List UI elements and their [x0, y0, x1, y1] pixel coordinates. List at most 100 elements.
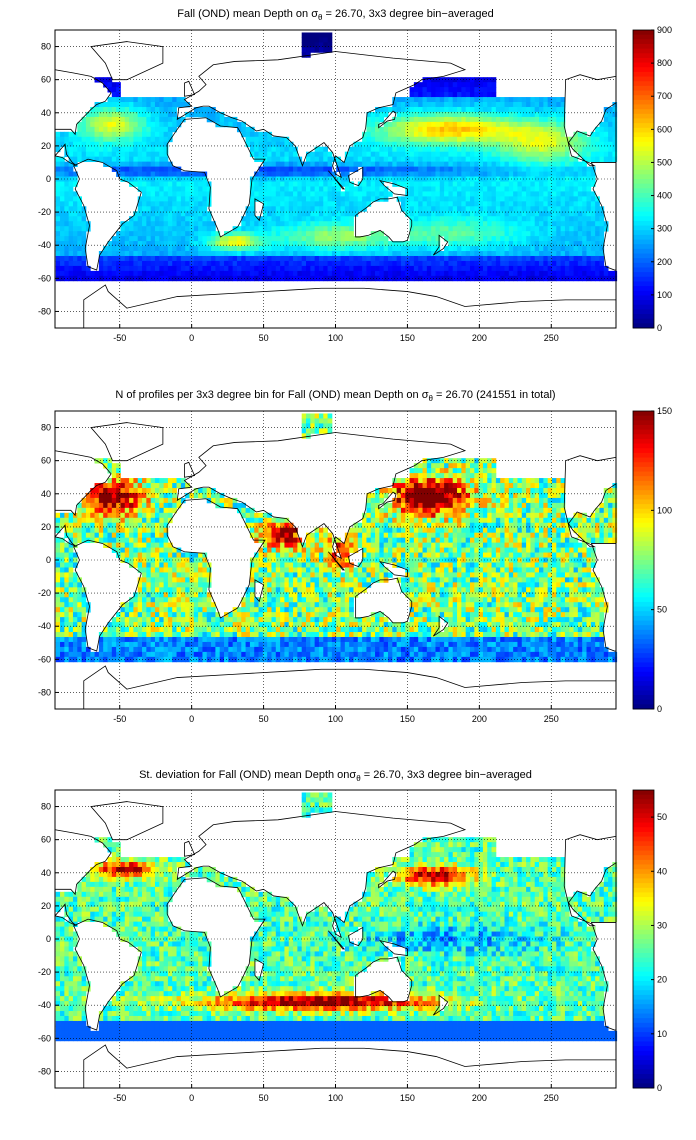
- bin-cell: [107, 251, 113, 257]
- bin-cell: [94, 656, 100, 663]
- bin-cell: [314, 236, 320, 242]
- bin-cell: [521, 221, 527, 227]
- bin-cell: [318, 231, 324, 237]
- bin-cell: [163, 102, 169, 108]
- bin-cell: [375, 146, 380, 153]
- bin-cell: [150, 196, 156, 202]
- bin-cell: [249, 597, 255, 603]
- bin-cell: [375, 176, 380, 182]
- bin-cell: [556, 111, 562, 118]
- bin-cell: [547, 260, 553, 267]
- bin-cell: [349, 196, 354, 202]
- bin-cell: [193, 567, 199, 573]
- bin-cell: [595, 201, 600, 207]
- bin-cell: [595, 216, 600, 222]
- bin-cell: [228, 255, 234, 262]
- bin-cell: [586, 275, 592, 282]
- bin-cell: [124, 512, 130, 519]
- bin-cell: [431, 151, 436, 158]
- bin-cell: [172, 562, 177, 568]
- bin-cell: [146, 537, 152, 544]
- bin-cell: [526, 216, 531, 222]
- bin-cell: [400, 106, 406, 113]
- bin-cell: [426, 201, 432, 207]
- bin-cell: [77, 537, 83, 544]
- bin-cell: [586, 211, 592, 217]
- bin-cell: [116, 537, 121, 544]
- bin-cell: [500, 146, 505, 153]
- bin-cell: [219, 265, 225, 272]
- bin-cell: [495, 97, 501, 103]
- bin-cell: [530, 265, 536, 272]
- bin-cell: [81, 602, 87, 608]
- bin-cell: [129, 492, 134, 499]
- bin-cell: [202, 622, 208, 628]
- colorbar-tick-label: 600: [657, 124, 672, 134]
- bin-cell: [560, 106, 566, 113]
- bin-cell: [111, 87, 117, 93]
- bin-cell: [310, 166, 316, 172]
- bin-cell: [353, 251, 359, 257]
- bin-cell: [116, 627, 121, 633]
- bin-cell: [577, 255, 583, 262]
- bin-cell: [409, 171, 415, 177]
- bin-cell: [133, 251, 139, 257]
- bin-cell: [435, 255, 441, 262]
- bin-cell: [167, 612, 173, 618]
- bin-cell: [180, 597, 186, 603]
- bin-cell: [564, 141, 570, 148]
- bin-cell: [409, 226, 415, 232]
- bin-cell: [159, 111, 165, 118]
- bin-cell: [383, 275, 389, 282]
- bin-cell: [491, 156, 497, 163]
- bin-cell: [258, 236, 264, 242]
- bin-cell: [539, 136, 544, 143]
- bin-cell: [586, 156, 592, 163]
- bin-cell: [362, 166, 367, 172]
- bin-cell: [55, 527, 61, 534]
- bin-cell: [72, 557, 78, 563]
- bin-cell: [267, 171, 272, 177]
- bin-cell: [375, 191, 380, 197]
- bin-cell: [120, 106, 126, 113]
- bin-cell: [426, 131, 432, 138]
- bin-cell: [167, 478, 173, 484]
- bin-cell: [603, 275, 609, 282]
- bin-cell: [163, 255, 169, 262]
- bin-cell: [375, 231, 380, 237]
- bin-cell: [245, 632, 251, 638]
- bin-cell: [599, 236, 605, 242]
- bin-cell: [590, 146, 596, 153]
- bin-cell: [400, 97, 406, 103]
- bin-cell: [422, 231, 428, 237]
- bin-cell: [159, 587, 165, 593]
- bin-cell: [284, 216, 290, 222]
- bin-cell: [560, 146, 566, 153]
- bin-cell: [469, 181, 475, 187]
- bin-cell: [68, 241, 74, 247]
- bin-cell: [474, 171, 480, 177]
- bin-cell: [64, 231, 70, 237]
- bin-cell: [116, 141, 121, 148]
- bin-cell: [543, 260, 549, 267]
- bin-cell: [461, 201, 467, 207]
- bin-cell: [124, 111, 130, 118]
- bin-cell: [193, 226, 199, 232]
- bin-cell: [405, 181, 410, 187]
- bin-cell: [90, 146, 95, 153]
- bin-cell: [487, 166, 492, 172]
- bin-cell: [422, 206, 428, 212]
- bin-cell: [508, 151, 514, 158]
- bin-cell: [159, 632, 165, 638]
- bin-cell: [357, 181, 363, 187]
- bin-cell: [72, 156, 78, 163]
- bin-cell: [146, 241, 152, 247]
- bin-cell: [98, 537, 104, 544]
- bin-cell: [487, 265, 492, 272]
- bin-cell: [418, 146, 423, 153]
- bin-cell: [439, 255, 445, 262]
- bin-cell: [482, 216, 488, 222]
- bin-cell: [379, 136, 385, 143]
- bin-cell: [495, 270, 501, 277]
- bin-cell: [465, 141, 471, 148]
